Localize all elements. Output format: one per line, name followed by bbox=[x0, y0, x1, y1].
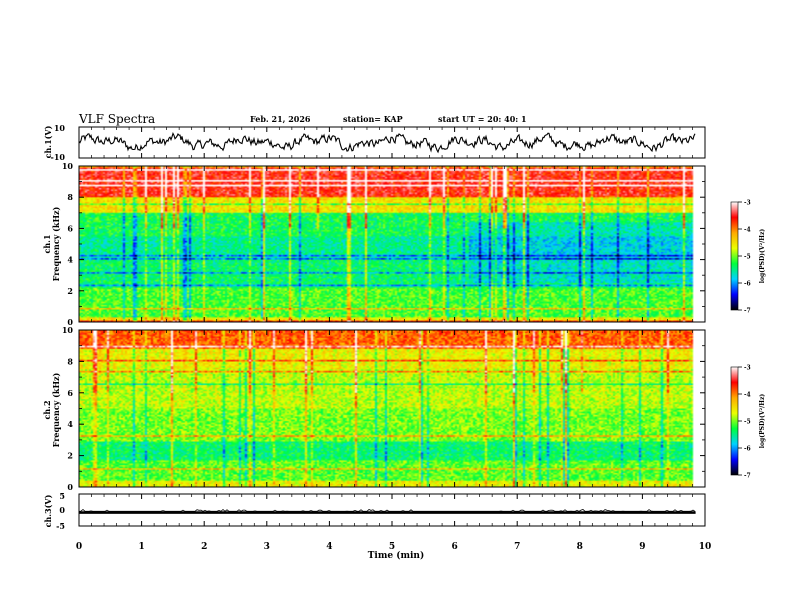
time-tick-label: 3 bbox=[264, 542, 270, 552]
ch2-spectrogram-ylabel-channel: ch.2 bbox=[42, 400, 52, 419]
figure-start-time: start UT = 20: 40: 1 bbox=[438, 114, 527, 124]
ch2-colorbar-tick-label: -5 bbox=[744, 419, 751, 426]
ch2-ytick-label: 10 bbox=[62, 325, 74, 335]
time-tick-label: 1 bbox=[138, 542, 144, 552]
ch1-waveform-panel: 10 -10 ch.1(V) bbox=[43, 123, 706, 162]
ch1-colorbar-tick-label: -7 bbox=[744, 308, 751, 315]
ch2-colorbar-tick-label: -7 bbox=[744, 473, 751, 480]
time-tick-label: 4 bbox=[326, 542, 332, 552]
figure-date: Feb. 21, 2026 bbox=[250, 114, 311, 124]
ch2-ytick-label: 8 bbox=[67, 356, 73, 366]
ch1-ytick-top: 10 bbox=[54, 123, 66, 133]
ch2-ytick-label: 2 bbox=[67, 451, 73, 461]
time-tick-label: 9 bbox=[639, 542, 645, 552]
time-tick-label: 0 bbox=[76, 542, 82, 552]
ch1-colorbar-tick-label: -5 bbox=[744, 254, 751, 261]
ch2-ytick-label: 0 bbox=[67, 482, 73, 492]
ch2-ytick-label: 6 bbox=[67, 388, 73, 398]
ch1-colorbar-tick-label: -6 bbox=[744, 281, 751, 288]
ch1-waveform-line bbox=[78, 132, 696, 154]
ch1-ytick-label: 0 bbox=[67, 317, 73, 327]
ch3-waveform-jitter bbox=[78, 508, 696, 512]
ch2-colorbar bbox=[731, 367, 738, 475]
ch1-ytick-label: 10 bbox=[62, 161, 74, 171]
time-tick-label: 10 bbox=[699, 542, 712, 552]
figure-title: VLF Spectra bbox=[78, 112, 155, 126]
ch1-ytick-label: 6 bbox=[67, 223, 73, 233]
time-axis-ticks: 0 1 2 3 4 5 6 7 8 9 10 bbox=[76, 127, 711, 552]
time-tick-label: 6 bbox=[451, 542, 457, 552]
time-tick-label: 2 bbox=[201, 542, 207, 552]
ch3-ytick-bottom: -5 bbox=[56, 521, 65, 531]
ch1-ytick-label: 2 bbox=[67, 286, 73, 296]
time-axis-label: Time (min) bbox=[368, 550, 425, 561]
ch3-waveform-panel: 5 0 -5 ch.3(V) bbox=[43, 491, 706, 531]
ch3-waveform-band bbox=[79, 511, 696, 514]
ch1-waveform-ylabel: ch.1(V) bbox=[43, 125, 53, 158]
ch2-colorbar-tick-label: -4 bbox=[744, 392, 751, 399]
ch2-colorbar-label: log(PSD)(V²/Hz) bbox=[759, 394, 766, 449]
ch1-colorbar-tick-label: -4 bbox=[744, 227, 751, 234]
ch2-spectrogram-ylabel: Frequency (kHz) bbox=[51, 372, 61, 447]
ch3-ytick-mid: 0 bbox=[59, 505, 65, 515]
figure-station: station= KAP bbox=[343, 114, 403, 124]
ch1-ytick-label: 4 bbox=[67, 255, 73, 265]
ch1-spectrogram-ylabel-channel: ch.1 bbox=[42, 234, 52, 253]
ch3-ytick-top: 5 bbox=[59, 491, 65, 501]
ch1-ytick-label: 8 bbox=[67, 192, 73, 202]
time-tick-label: 5 bbox=[389, 542, 395, 552]
ch2-spectrogram-image bbox=[79, 330, 705, 487]
ch1-spectrogram-image bbox=[79, 166, 705, 322]
time-tick-label: 8 bbox=[577, 542, 583, 552]
ch2-colorbar-tick-label: -6 bbox=[744, 446, 751, 453]
time-tick-label: 7 bbox=[514, 542, 520, 552]
ch1-colorbar-label: log(PSD)(V²/Hz) bbox=[759, 229, 766, 284]
ch1-colorbar-tick-label: -3 bbox=[744, 200, 751, 207]
ch1-colorbar bbox=[731, 202, 738, 310]
ch3-waveform-ylabel: ch.3(V) bbox=[43, 494, 53, 527]
ch2-colorbar-tick-label: -3 bbox=[744, 365, 751, 372]
ch1-spectrogram-ylabel: Frequency (kHz) bbox=[51, 206, 61, 281]
ch2-ytick-label: 4 bbox=[67, 419, 73, 429]
ch1-ytick-bottom: -10 bbox=[51, 152, 66, 162]
